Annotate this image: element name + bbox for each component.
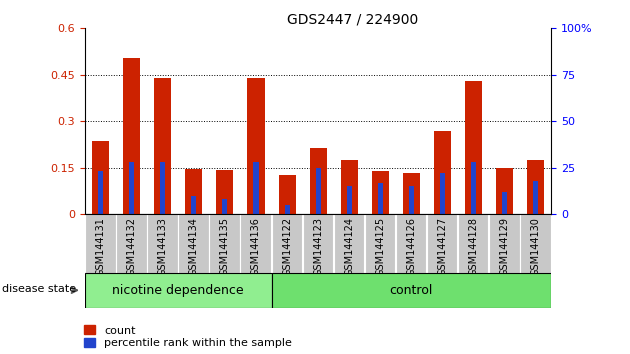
Bar bbox=[272, 273, 551, 308]
Bar bbox=[309, 148, 327, 214]
Bar bbox=[316, 168, 321, 214]
Bar bbox=[465, 81, 482, 214]
Text: disease state: disease state bbox=[2, 284, 76, 293]
Bar bbox=[520, 214, 551, 273]
Text: GSM144123: GSM144123 bbox=[313, 217, 323, 276]
Text: GSM144132: GSM144132 bbox=[127, 217, 137, 276]
Text: GSM144122: GSM144122 bbox=[282, 217, 292, 276]
Bar bbox=[434, 131, 451, 214]
Bar bbox=[378, 183, 383, 214]
Text: GSM144134: GSM144134 bbox=[189, 217, 199, 276]
Text: GSM144124: GSM144124 bbox=[344, 217, 354, 276]
Text: GSM144133: GSM144133 bbox=[158, 217, 168, 276]
Bar bbox=[98, 171, 103, 214]
Text: GSM144129: GSM144129 bbox=[500, 217, 510, 276]
Bar bbox=[403, 173, 420, 214]
Text: GSM144125: GSM144125 bbox=[375, 217, 386, 276]
Bar bbox=[471, 162, 476, 214]
Text: GDS2447 / 224900: GDS2447 / 224900 bbox=[287, 12, 418, 27]
Bar bbox=[341, 160, 358, 214]
Bar bbox=[160, 162, 165, 214]
Bar bbox=[533, 181, 538, 214]
Bar bbox=[278, 175, 295, 214]
Bar bbox=[147, 214, 178, 273]
Text: GSM144126: GSM144126 bbox=[406, 217, 416, 276]
Bar bbox=[192, 195, 197, 214]
Text: nicotine dependence: nicotine dependence bbox=[113, 284, 244, 297]
Legend: count, percentile rank within the sample: count, percentile rank within the sample bbox=[84, 325, 292, 348]
Bar bbox=[527, 160, 544, 214]
Bar bbox=[85, 214, 115, 273]
Text: GSM144135: GSM144135 bbox=[220, 217, 230, 276]
Bar bbox=[496, 169, 513, 214]
Bar bbox=[253, 162, 258, 214]
Bar bbox=[123, 58, 140, 214]
Bar bbox=[365, 214, 395, 273]
Bar bbox=[502, 192, 507, 214]
Bar bbox=[185, 169, 202, 214]
Bar bbox=[248, 78, 265, 214]
Bar bbox=[458, 214, 488, 273]
Text: GSM144136: GSM144136 bbox=[251, 217, 261, 276]
Text: GSM144130: GSM144130 bbox=[530, 217, 541, 276]
Bar bbox=[178, 214, 209, 273]
Bar bbox=[285, 205, 290, 214]
Bar bbox=[396, 214, 427, 273]
Bar bbox=[216, 170, 234, 214]
Bar bbox=[222, 199, 227, 214]
Bar bbox=[409, 186, 414, 214]
Text: control: control bbox=[390, 284, 433, 297]
Bar bbox=[241, 214, 271, 273]
Bar bbox=[92, 141, 109, 214]
Bar bbox=[440, 173, 445, 214]
Bar bbox=[334, 214, 364, 273]
Bar bbox=[489, 214, 520, 273]
Bar bbox=[85, 273, 272, 308]
Bar bbox=[154, 78, 171, 214]
Text: GSM144131: GSM144131 bbox=[96, 217, 106, 276]
Bar bbox=[116, 214, 147, 273]
Bar bbox=[346, 186, 352, 214]
Bar bbox=[372, 171, 389, 214]
Bar bbox=[427, 214, 457, 273]
Text: GSM144127: GSM144127 bbox=[437, 217, 447, 276]
Bar bbox=[209, 214, 240, 273]
Bar bbox=[129, 162, 134, 214]
Bar bbox=[302, 214, 333, 273]
Text: GSM144128: GSM144128 bbox=[469, 217, 479, 276]
Bar bbox=[272, 214, 302, 273]
